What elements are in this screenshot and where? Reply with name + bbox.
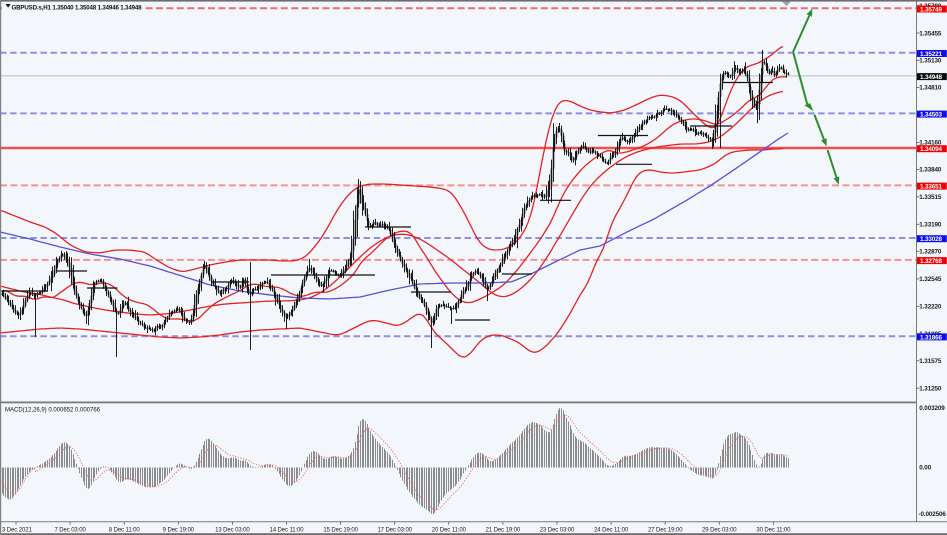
svg-text:27 Dec 19:00: 27 Dec 19:00	[648, 528, 683, 534]
svg-text:1.33515: 1.33515	[919, 194, 942, 201]
svg-text:1.35455: 1.35455	[919, 30, 942, 37]
svg-text:1.31866: 1.31866	[920, 334, 943, 341]
svg-text:1.34948: 1.34948	[920, 74, 943, 81]
svg-text:14 Dec 11:00: 14 Dec 11:00	[269, 528, 304, 534]
svg-text:1.34503: 1.34503	[920, 112, 943, 119]
svg-text:GBPUSD.s,H1 1.35040 1.35048 1.: GBPUSD.s,H1 1.35040 1.35048 1.34946 1.34…	[12, 5, 143, 12]
svg-text:1.34810: 1.34810	[919, 85, 942, 92]
svg-text:23 Dec 03:00: 23 Dec 03:00	[540, 528, 575, 534]
svg-text:30 Dec 11:00: 30 Dec 11:00	[756, 528, 791, 534]
svg-text:1.32220: 1.32220	[919, 304, 942, 311]
svg-text:24 Dec 11:00: 24 Dec 11:00	[594, 528, 629, 534]
svg-text:1.33190: 1.33190	[919, 222, 942, 229]
svg-text:0.00: 0.00	[919, 465, 931, 472]
svg-text:17 Dec 03:00: 17 Dec 03:00	[377, 528, 412, 534]
svg-text:1.32870: 1.32870	[919, 249, 942, 256]
svg-text:8 Dec 11:00: 8 Dec 11:00	[109, 528, 141, 534]
svg-text:1.33028: 1.33028	[920, 236, 943, 243]
svg-text:1.32768: 1.32768	[920, 258, 943, 265]
svg-text:1.35749: 1.35749	[920, 6, 943, 13]
svg-text:9 Dec 19:00: 9 Dec 19:00	[163, 528, 195, 534]
svg-text:0.003209: 0.003209	[919, 405, 945, 412]
svg-text:1.31575: 1.31575	[919, 358, 942, 365]
svg-text:1.35130: 1.35130	[919, 58, 942, 65]
svg-text:-0.002506: -0.002506	[919, 511, 947, 518]
svg-text:1.34160: 1.34160	[919, 140, 942, 147]
svg-text:1.33651: 1.33651	[920, 184, 943, 191]
svg-text:1.33840: 1.33840	[919, 167, 942, 174]
svg-text:29 Dec 03:00: 29 Dec 03:00	[702, 528, 737, 534]
svg-text:1.35221: 1.35221	[920, 51, 943, 58]
svg-text:20 Dec 11:00: 20 Dec 11:00	[432, 528, 467, 534]
svg-text:13 Dec 03:00: 13 Dec 03:00	[215, 528, 250, 534]
svg-text:1.34094: 1.34094	[920, 146, 943, 153]
svg-text:3 Dec 2021: 3 Dec 2021	[2, 528, 32, 534]
svg-text:1.32545: 1.32545	[919, 276, 942, 283]
svg-text:21 Dec 19:00: 21 Dec 19:00	[486, 528, 521, 534]
svg-text:MACD(12,26,9) 0.000652 0.00076: MACD(12,26,9) 0.000652 0.000766	[5, 408, 101, 414]
svg-text:15 Dec 19:00: 15 Dec 19:00	[323, 528, 358, 534]
svg-text:1.31250: 1.31250	[919, 385, 942, 392]
svg-text:7 Dec 03:00: 7 Dec 03:00	[54, 528, 86, 534]
